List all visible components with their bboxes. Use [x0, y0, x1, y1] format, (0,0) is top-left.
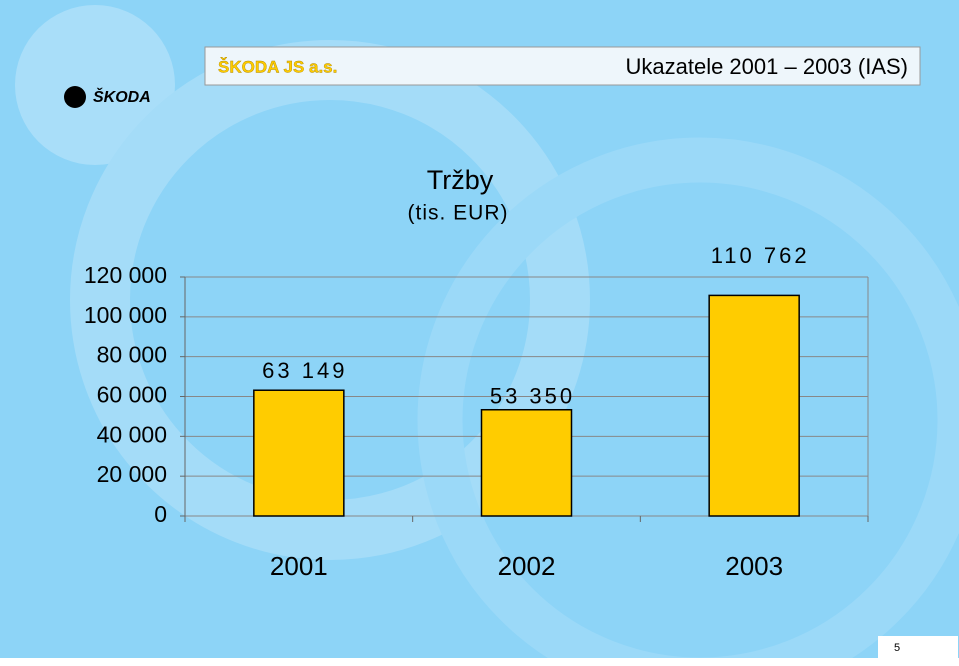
company: ŠKODA JS a.s.: [218, 57, 337, 76]
y-tick-label: 0: [154, 501, 167, 527]
x-tick-label: 2003: [725, 551, 783, 581]
y-tick-label: 40 000: [97, 421, 167, 447]
value-label: 110 762: [711, 243, 810, 268]
header-box: [204, 46, 921, 86]
header-title: Ukazatele 2001 – 2003 (IAS): [625, 54, 908, 79]
logo-mark: [64, 86, 86, 108]
bar: [708, 294, 800, 517]
bar: [480, 408, 573, 517]
page-number: 5: [894, 642, 900, 654]
y-tick-label: 100 000: [84, 302, 167, 328]
decor: [15, 5, 175, 165]
y-tick-label: 60 000: [97, 382, 167, 408]
bar: [253, 389, 345, 517]
value-label: 63 149: [262, 358, 347, 383]
page-box: [878, 636, 958, 660]
y-tick-label: 80 000: [97, 342, 167, 368]
value-label: 53 350: [490, 384, 575, 409]
x-tick-label: 2002: [498, 551, 556, 581]
decor: [417, 137, 959, 666]
y-tick-label: 20 000: [97, 461, 167, 487]
logo: ŠKODA: [93, 87, 151, 106]
y-tick-label: 120 000: [84, 262, 167, 288]
x-tick-label: 2001: [270, 551, 328, 581]
chart-subtitle: (tis. EUR): [408, 202, 509, 225]
chart-title: Tržby: [427, 165, 494, 195]
footer-strip: [0, 658, 959, 666]
